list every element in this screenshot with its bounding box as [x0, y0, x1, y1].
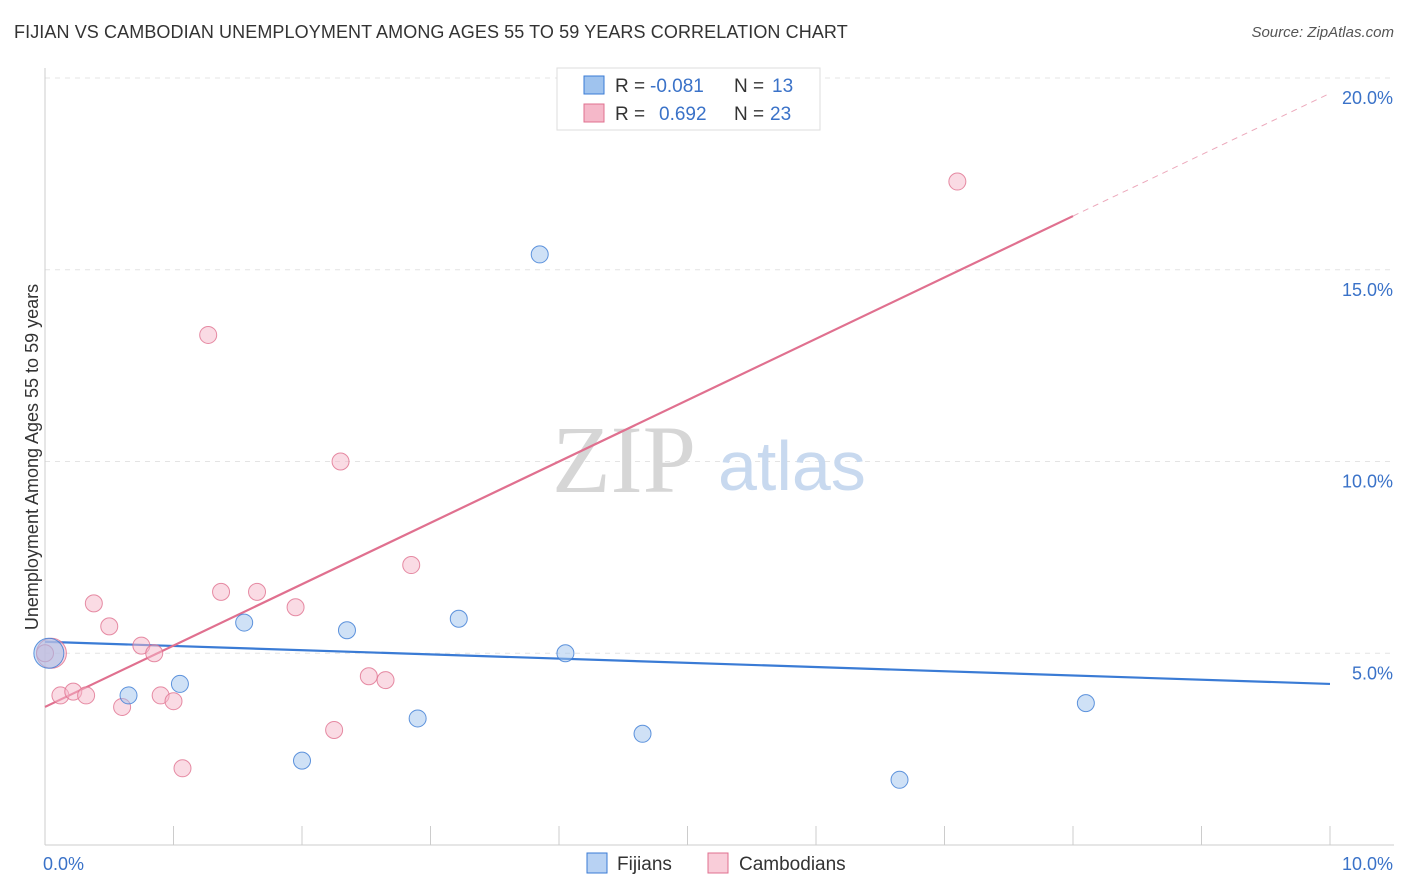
fijian-point	[337, 621, 356, 640]
watermark-atlas: atlas	[718, 427, 866, 505]
x-tick-label: 0.0%	[43, 854, 84, 874]
n-value-cambodian: 23	[770, 104, 791, 125]
n-label-cambodian: N =	[734, 104, 764, 125]
legend-cambodians-swatch	[707, 852, 729, 874]
x-tick-labels: 0.0% 10.0%	[43, 854, 1393, 874]
cambodian-point	[402, 556, 421, 575]
watermark: ZIP atlas	[552, 406, 866, 513]
series-legend: Fijians Cambodians	[586, 852, 846, 875]
cambodian-trend-extension	[1072, 92, 1331, 217]
fijian-point	[235, 613, 254, 632]
cambodian-point	[173, 759, 192, 778]
fijian-point	[33, 637, 65, 669]
cambodian-point	[359, 667, 378, 686]
cambodian-point	[77, 686, 96, 705]
fijian-point	[449, 609, 468, 628]
chart-title: FIJIAN VS CAMBODIAN UNEMPLOYMENT AMONG A…	[14, 22, 848, 42]
cambodian-point	[325, 720, 344, 739]
legend-fijians-swatch	[586, 852, 608, 874]
trend-lines	[44, 92, 1331, 708]
grid-lines	[45, 77, 1394, 654]
fijian-point	[293, 751, 311, 770]
y-tick-label: 20.0%	[1342, 88, 1393, 108]
fijian-point	[556, 644, 575, 663]
fijian-point	[119, 686, 138, 705]
r-label-fijian: R =	[615, 76, 645, 97]
fijian-trend-line	[44, 640, 1331, 686]
cambodian-point	[145, 644, 164, 663]
fijian-point	[890, 770, 909, 789]
axes	[44, 68, 1394, 846]
n-label-fijian: N =	[734, 76, 764, 97]
x-tick-label: 10.0%	[1342, 854, 1393, 874]
y-tick-labels: 5.0% 10.0% 15.0% 20.0%	[1342, 88, 1393, 683]
cambodian-point	[948, 172, 967, 191]
data-points	[33, 172, 1095, 789]
r-value-fijian: -0.081	[650, 76, 704, 97]
legend-cambodians-label: Cambodians	[739, 854, 846, 875]
cambodian-trend-line	[44, 215, 1074, 708]
fijian-swatch	[583, 75, 605, 95]
cambodian-point	[212, 582, 231, 601]
cambodian-point	[376, 671, 395, 690]
y-axis-label: Unemployment Among Ages 55 to 59 years	[22, 284, 42, 630]
cambodian-point	[199, 325, 218, 344]
fijian-point	[633, 724, 652, 743]
y-tick-label: 5.0%	[1352, 663, 1393, 683]
y-tick-label: 10.0%	[1342, 472, 1393, 492]
cambodian-swatch	[583, 103, 605, 123]
stats-legend: R = -0.081 N = 13 R = 0.692 N = 23	[556, 67, 821, 131]
fijian-point	[1076, 694, 1095, 713]
watermark-zip: ZIP	[552, 406, 696, 513]
cambodian-point	[248, 582, 267, 601]
source-credit: Source: ZipAtlas.com	[1251, 24, 1394, 41]
y-tick-label: 15.0%	[1342, 280, 1393, 300]
r-value-cambodian: 0.692	[659, 104, 707, 125]
r-label-cambodian: R =	[615, 104, 645, 125]
legend-fijians-label: Fijians	[617, 854, 672, 875]
fijian-point	[530, 245, 549, 264]
fijian-point	[408, 709, 427, 728]
cambodian-point	[331, 452, 350, 471]
cambodian-point	[84, 594, 103, 613]
cambodian-point	[164, 692, 183, 711]
n-value-fijian: 13	[772, 76, 793, 97]
cambodian-point	[100, 617, 119, 636]
cambodian-point	[286, 598, 305, 617]
fijian-point	[170, 674, 189, 693]
